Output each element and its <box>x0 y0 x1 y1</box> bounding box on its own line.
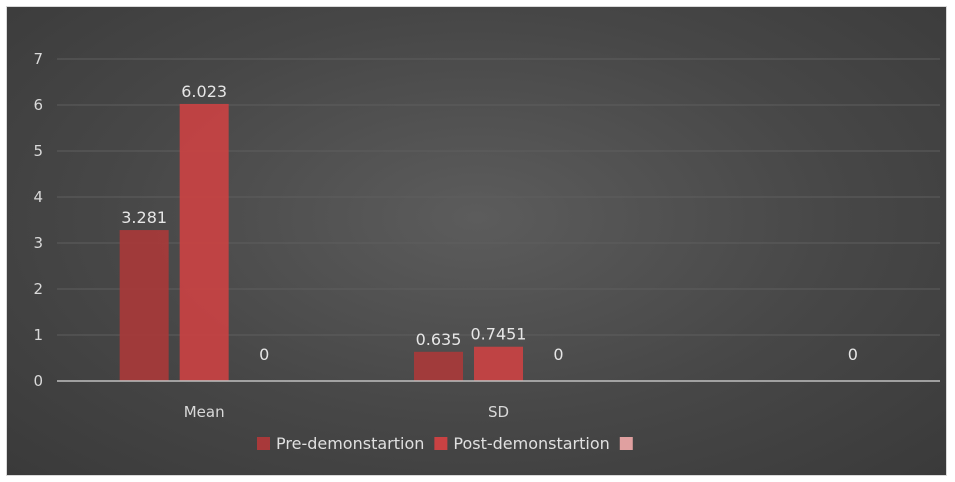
y-tick-label: 6 <box>33 96 43 114</box>
y-tick-label: 2 <box>33 280 43 298</box>
data-label: 6.023 <box>181 82 227 101</box>
data-label: 0 <box>848 345 858 364</box>
legend-swatch-3 <box>619 437 633 450</box>
chart-area: 0 1 2 3 4 5 6 7 3.281 6.023 0 Mean 0.635 0.7451 0 SD 0 Pr… <box>6 6 947 476</box>
data-label: 0.7451 <box>471 325 527 344</box>
legend-label: Pre-demonstartion <box>276 434 424 453</box>
bar-sd-series-2 <box>474 346 523 381</box>
legend-swatch-2 <box>434 437 448 450</box>
legend-label: Post-demonstartion <box>453 434 609 453</box>
y-tick-label: 7 <box>33 50 43 68</box>
data-label: 0 <box>259 345 269 364</box>
y-tick-label: 0 <box>33 372 43 390</box>
data-label: 3.281 <box>121 208 167 227</box>
x-category-label: SD <box>488 403 509 421</box>
data-label: 0 <box>553 345 563 364</box>
x-category-label: Mean <box>184 403 225 421</box>
y-tick-label: 4 <box>33 188 43 206</box>
bar-sd-series-1 <box>414 351 463 381</box>
y-tick-label: 3 <box>33 234 43 252</box>
data-label: 0.635 <box>416 330 462 349</box>
legend-swatch-1 <box>257 437 270 450</box>
y-tick-label: 1 <box>33 326 43 344</box>
bar-mean-series-2 <box>179 103 229 381</box>
bar-chart: 0 1 2 3 4 5 6 7 3.281 6.023 0 Mean 0.635 0.7451 0 SD 0 Pr… <box>33 50 940 453</box>
y-tick-label: 5 <box>33 142 43 160</box>
bar-mean-series-1 <box>119 230 169 381</box>
